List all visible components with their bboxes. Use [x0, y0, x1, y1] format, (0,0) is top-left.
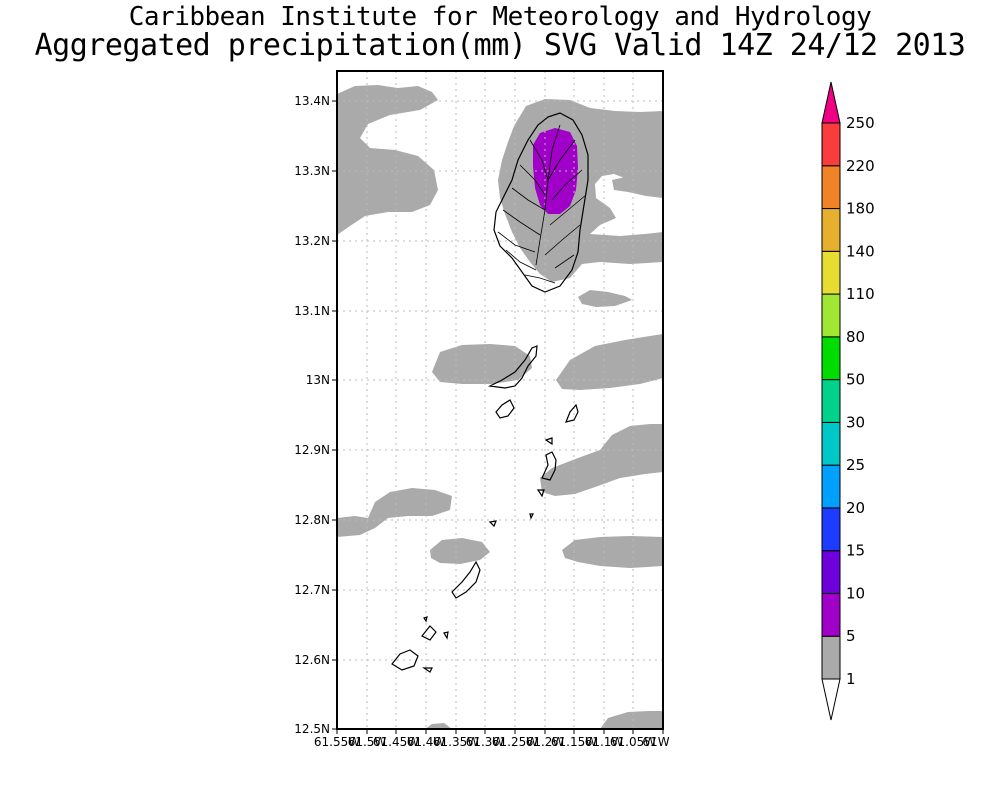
small-islet-5: [443, 631, 449, 640]
st-vincent-island: [493, 112, 589, 293]
latitude-labels: 13.4N 13.3N 13.2N 13.1N 13N 12.9N 12.8N …: [294, 94, 330, 736]
lon-label: 61.25W: [492, 735, 538, 749]
rain-area-east-lower: [562, 536, 663, 568]
lat-label: 12.6N: [294, 653, 330, 667]
rain-area-central-west: [432, 344, 532, 384]
lat-label: 12.8N: [294, 513, 330, 527]
rain-area-south: [425, 723, 452, 729]
map-frame: [336, 70, 664, 730]
colorbar-bin: [821, 464, 841, 509]
colorbar-label: 30: [846, 413, 865, 431]
colorbar-label: 1: [846, 670, 856, 688]
colorbar-label: 250: [846, 114, 875, 132]
small-islet-7: [422, 667, 433, 673]
canouan-island: [565, 403, 579, 423]
colorbar-label: 50: [846, 371, 865, 389]
colorbar-bins: [821, 122, 841, 680]
colorbar-bin: [821, 635, 841, 680]
carriacou-island: [451, 560, 481, 599]
rain-area-small-west: [430, 538, 490, 564]
bequia-island: [487, 345, 538, 389]
lon-label: 61W: [642, 735, 669, 749]
small-islet-6: [423, 616, 428, 623]
colorbar-label: 110: [846, 285, 875, 303]
lat-label: 13.4N: [294, 94, 330, 108]
colorbar-label: 10: [846, 584, 865, 602]
longitude-labels: 61.55W 61.5W 61.45W 61.4W 61.35W 61.3W 6…: [314, 735, 670, 749]
precipitation-shading: [337, 85, 663, 729]
colorbar-bin: [821, 293, 841, 338]
rain-area-southeast: [600, 711, 663, 729]
colorbar-bin: [821, 336, 841, 381]
axis-ticks: [332, 100, 664, 734]
lat-label: 13.2N: [294, 234, 330, 248]
small-islet-3: [488, 520, 497, 528]
rain-area-west-band: [337, 488, 452, 537]
colorbar-bottom-arrow: [821, 678, 841, 721]
colorbar-label: 15: [846, 542, 865, 560]
rain-area-small-east: [578, 290, 632, 307]
lat-label: 12.5N: [294, 722, 330, 736]
colorbar-label: 140: [846, 242, 875, 260]
colorbar-bin: [821, 507, 841, 552]
lat-label: 13N: [306, 373, 330, 387]
colorbar-bin: [821, 250, 841, 295]
lon-label: 61.1W: [585, 735, 624, 749]
colorbar-label: 5: [846, 627, 856, 645]
small-islet-4: [529, 513, 534, 520]
colorbar-bin: [821, 550, 841, 594]
lon-label: 61.2W: [526, 735, 565, 749]
colorbar-label: 20: [846, 499, 865, 517]
rain-area-north-east-wisp: [612, 176, 663, 198]
lat-label: 13.3N: [294, 164, 330, 178]
mustique-island: [495, 399, 515, 419]
st-vincent-rivers: [497, 124, 587, 284]
lat-label: 12.7N: [294, 583, 330, 597]
lon-label: 61.5W: [348, 735, 387, 749]
colorbar-top-arrow: [821, 81, 841, 124]
lon-label: 61.05W: [610, 735, 656, 749]
colorbar-label: 180: [846, 200, 875, 218]
colorbar-label: 25: [846, 456, 865, 474]
lat-label: 12.9N: [294, 443, 330, 457]
lon-label: 61.3W: [466, 735, 505, 749]
colorbar-label: 80: [846, 328, 865, 346]
grid-lines: [337, 71, 663, 729]
lat-label: 13.1N: [294, 304, 330, 318]
lon-label: 61.55W: [314, 735, 360, 749]
petite-martinique: [421, 625, 437, 641]
coastlines: [391, 112, 589, 673]
colorbar-bin: [821, 165, 841, 210]
lon-label: 61.4W: [407, 735, 446, 749]
product-title: Aggregated precipitation(mm) SVG Valid 1…: [34, 28, 966, 63]
colorbar-bin: [821, 122, 841, 167]
colorbar-label: 220: [846, 157, 875, 175]
colorbar-bin: [821, 592, 841, 637]
colorbar-bin: [821, 208, 841, 252]
small-islet-2: [536, 489, 545, 498]
lon-label: 61.35W: [433, 735, 479, 749]
colorbar-bin: [821, 421, 841, 466]
small-islet-1: [544, 437, 553, 446]
lon-label: 61.45W: [373, 735, 419, 749]
rain-area-east-band: [540, 424, 663, 496]
ronde-island: [391, 649, 419, 671]
rain-area-northwest: [337, 85, 438, 235]
union-island: [541, 451, 557, 481]
lon-label: 61.15W: [551, 735, 597, 749]
rain-area-central-east: [556, 334, 663, 390]
colorbar-bin: [821, 379, 841, 423]
institute-title: Caribbean Institute for Meteorology and …: [128, 2, 872, 32]
rain-area-max: [533, 128, 578, 214]
